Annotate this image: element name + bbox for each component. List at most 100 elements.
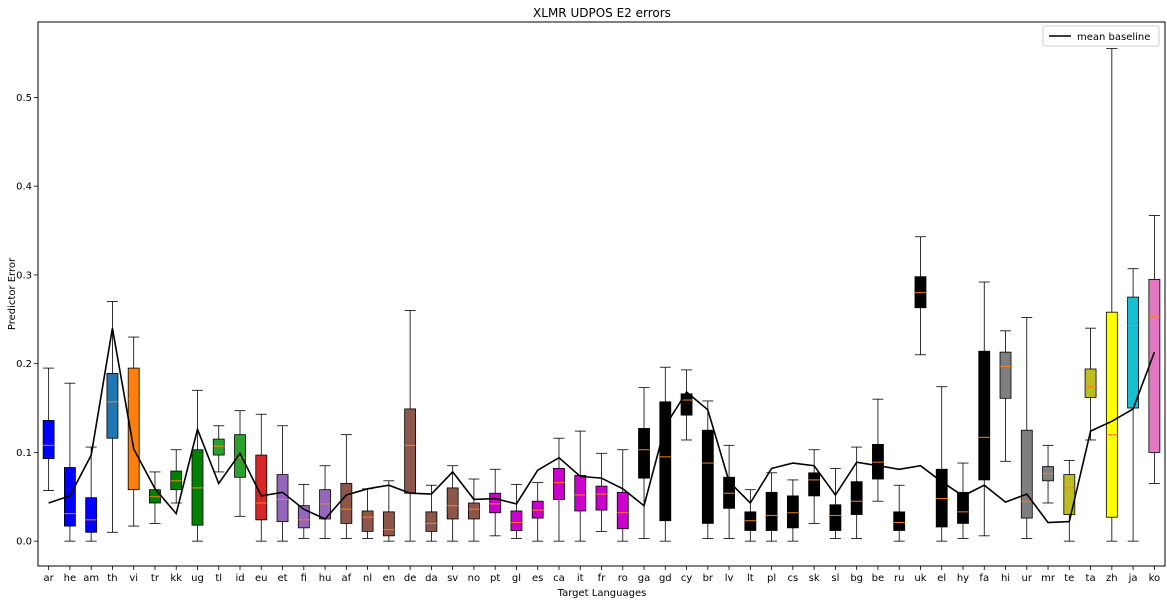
iqr-box-th (106, 373, 119, 439)
box-be (872, 398, 884, 502)
box-bg (850, 446, 863, 539)
iqr-box-no (468, 502, 480, 520)
iqr-box-hi (999, 351, 1012, 399)
iqr-box-ar (42, 420, 55, 460)
iqr-box-ur (1020, 429, 1033, 519)
iqr-box-tl (212, 438, 225, 456)
x-tick-label-es: es (532, 573, 543, 584)
iqr-box-en (382, 511, 395, 537)
iqr-box-ko (1148, 278, 1161, 453)
y-tick-label-0.3: 0.3 (16, 270, 32, 281)
x-tick-label-no: no (468, 573, 480, 584)
x-tick-label-pl: pl (767, 573, 776, 584)
iqr-box-ga (638, 428, 650, 479)
box-tl (212, 425, 225, 473)
iqr-box-gl (510, 510, 523, 531)
x-tick-label-pt: pt (490, 573, 500, 584)
box-sk (808, 449, 821, 524)
x-tick-label-am: am (83, 573, 99, 584)
x-tick-label-cs: cs (788, 573, 799, 584)
boxes-layer (42, 48, 1161, 542)
box-pl (765, 472, 778, 542)
x-tick-label-ta: ta (1086, 573, 1096, 584)
iqr-box-ta (1084, 368, 1097, 398)
x-tick-label-hy: hy (957, 573, 969, 584)
iqr-box-te (1063, 474, 1076, 515)
box-cy (680, 369, 693, 441)
iqr-box-ro (616, 491, 629, 530)
x-tick-label-fr: fr (598, 573, 607, 584)
iqr-box-it (574, 475, 587, 512)
box-hy (957, 462, 969, 539)
box-fa (978, 281, 991, 537)
iqr-box-vi (127, 367, 140, 491)
iqr-box-sl (829, 504, 842, 531)
x-axis: ar he am th vi tr kk ug tl id eu et fi hu af nl en de da sv… (44, 566, 1161, 584)
iqr-box-fa (978, 350, 991, 481)
iqr-box-he (63, 467, 76, 527)
box-pt (489, 468, 502, 537)
x-tick-label-gl: gl (512, 573, 521, 584)
box-fi (297, 483, 310, 539)
x-tick-label-fi: fi (301, 573, 307, 584)
iqr-box-hy (957, 491, 969, 524)
x-tick-label-be: be (872, 573, 885, 584)
box-ur (1020, 317, 1033, 539)
box-eu (255, 413, 268, 542)
x-tick-label-gd: gd (659, 573, 672, 584)
iqr-box-am (85, 497, 98, 533)
box-he (63, 382, 76, 542)
iqr-box-id (234, 434, 246, 478)
box-sl (829, 467, 842, 539)
iqr-box-eu (255, 454, 268, 521)
box-lt (744, 489, 757, 542)
x-tick-label-tr: tr (151, 573, 160, 584)
x-tick-label-it: it (577, 573, 584, 584)
x-tick-label-af: af (342, 573, 352, 584)
iqr-box-pt (489, 492, 502, 514)
iqr-box-ru (893, 511, 906, 531)
x-tick-label-en: en (383, 573, 396, 584)
x-axis-label: Target Languages (557, 588, 647, 599)
x-tick-label-mr: mr (1041, 573, 1056, 584)
x-tick-label-th: th (107, 573, 117, 584)
box-ro (616, 449, 629, 542)
box-cs (786, 479, 799, 542)
x-tick-label-hi: hi (1001, 573, 1010, 584)
iqr-box-pl (765, 491, 778, 531)
x-tick-label-lt: lt (747, 573, 754, 584)
box-lv (723, 444, 735, 539)
box-ca (553, 437, 565, 542)
box-ru (893, 484, 906, 542)
x-tick-label-ru: ru (894, 573, 904, 584)
y-tick-label-0.2: 0.2 (16, 359, 32, 370)
x-tick-label-uk: uk (914, 573, 926, 584)
box-de (404, 310, 417, 542)
box-el (935, 386, 948, 542)
box-mr (1042, 444, 1054, 504)
y-tick-label-0.5: 0.5 (16, 93, 32, 104)
x-tick-label-da: da (425, 573, 437, 584)
x-tick-label-lv: lv (725, 573, 734, 584)
box-fr (595, 452, 608, 532)
legend-label-mean-baseline: mean baseline (1077, 32, 1150, 43)
box-br (701, 400, 714, 539)
x-tick-label-nl: nl (363, 573, 372, 584)
box-uk (914, 236, 927, 356)
x-tick-label-ga: ga (638, 573, 650, 584)
iqr-box-ja (1127, 296, 1140, 409)
box-gd (659, 366, 672, 542)
chart-title: XLMR UDPOS E2 errors (533, 6, 671, 20)
x-tick-label-bg: bg (850, 573, 863, 584)
iqr-box-zh (1105, 311, 1118, 518)
iqr-box-ca (553, 467, 565, 500)
iqr-box-sv (446, 487, 459, 520)
box-ja (1127, 268, 1140, 542)
iqr-box-sk (808, 472, 821, 497)
x-tick-label-ko: ko (1149, 573, 1161, 584)
x-tick-label-he: he (64, 573, 77, 584)
x-tick-label-fa: fa (979, 573, 989, 584)
iqr-box-da (425, 511, 438, 532)
legend-frame (1042, 25, 1160, 47)
x-tick-label-et: et (277, 573, 287, 584)
